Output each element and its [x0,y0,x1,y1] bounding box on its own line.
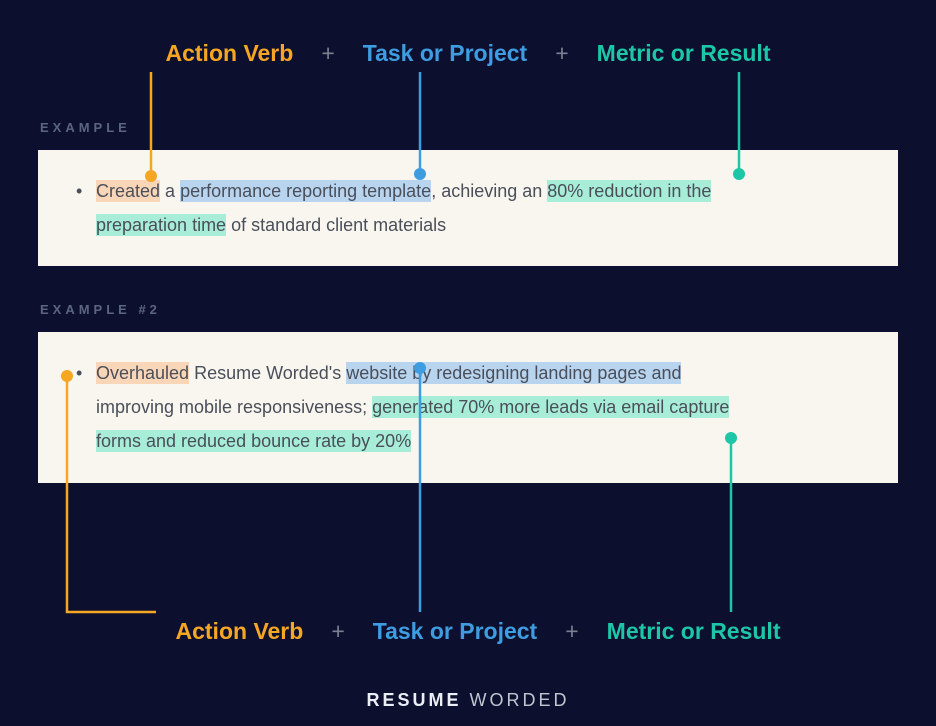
formula-metric-label: Metric or Result [597,40,771,67]
example2-label: EXAMPLE #2 [40,302,161,317]
example1-metric: preparation time [96,214,226,236]
example1-text: of standard client materials [226,215,446,235]
formula-metric-label: Metric or Result [607,618,781,645]
plus-icon: + [321,40,334,67]
example1-bullet: Created a performance reporting template… [96,174,850,242]
formula-verb-label: Action Verb [176,618,304,645]
example1-text: , achieving an [431,181,547,201]
example2-metric: generated 70% more leads via email captu… [372,396,729,418]
example2-task: website by redesigning landing pages and [346,362,681,384]
plus-icon: + [565,618,578,645]
example1-verb: Created [96,180,160,202]
formula-task-label: Task or Project [373,618,537,645]
example1-metric: 80% reduction in the [547,180,711,202]
example1-card: Created a performance reporting template… [38,150,898,266]
example1-text: a [160,181,180,201]
brand-footer: RESUME WORDED [0,690,936,711]
example2-card: Overhauled Resume Worded's website by re… [38,332,898,483]
example2-text: Resume Worded's [189,363,346,383]
example2-text: improving mobile responsiveness; [96,397,372,417]
formula-verb-label: Action Verb [166,40,294,67]
brand-bold: RESUME [366,690,461,710]
example2-verb: Overhauled [96,362,189,384]
example2-bullet: Overhauled Resume Worded's website by re… [96,356,850,459]
formula-task-label: Task or Project [363,40,527,67]
formula-top: Action Verb + Task or Project + Metric o… [0,40,936,67]
formula-bottom: Action Verb + Task or Project + Metric o… [20,618,936,645]
brand-light: WORDED [462,690,570,710]
example2-metric: forms and reduced bounce rate by 20% [96,430,411,452]
plus-icon: + [331,618,344,645]
example1-label: EXAMPLE [40,120,131,135]
plus-icon: + [555,40,568,67]
example1-task: performance reporting template [180,180,431,202]
